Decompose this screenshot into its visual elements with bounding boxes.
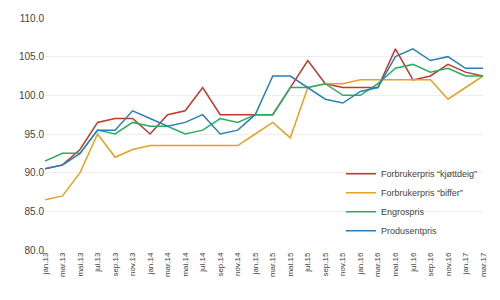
svg-text:95.0: 95.0 [25,129,45,140]
svg-text:jan.15: jan.15 [251,252,260,275]
svg-text:80.0: 80.0 [25,245,45,256]
svg-text:jul.15: jul.15 [303,252,312,273]
svg-text:jul.13: jul.13 [93,252,102,273]
svg-text:mai.13: mai.13 [76,252,85,277]
svg-text:sep.13: sep.13 [111,252,120,277]
svg-text:sep.15: sep.15 [321,252,330,277]
svg-text:jan.13: jan.13 [41,252,50,275]
svg-text:nov.14: nov.14 [233,252,242,276]
svg-text:100.0: 100.0 [19,90,44,101]
svg-text:sep.14: sep.14 [216,252,225,277]
svg-text:mar.14: mar.14 [163,252,172,277]
svg-text:110.0: 110.0 [20,13,45,24]
svg-text:mai.14: mai.14 [181,252,190,277]
svg-text:mar.13: mar.13 [58,252,67,277]
svg-text:105.0: 105.0 [19,51,44,62]
svg-text:jan.14: jan.14 [146,252,155,275]
svg-text:sep.16: sep.16 [426,252,435,277]
svg-text:jan.16: jan.16 [356,252,365,275]
svg-text:jul.14: jul.14 [198,252,207,273]
svg-text:nov.13: nov.13 [128,252,137,276]
svg-text:mai.16: mai.16 [391,252,400,277]
svg-text:85.0: 85.0 [25,206,45,217]
svg-text:Forbrukerpris “biffer”: Forbrukerpris “biffer” [381,188,463,198]
svg-text:jan.17: jan.17 [461,252,470,275]
svg-text:mai.15: mai.15 [286,252,295,277]
svg-text:90.0: 90.0 [25,167,45,178]
svg-text:Produsentpris: Produsentpris [381,226,437,236]
svg-text:Forbrukerpris “kjøttdeig”: Forbrukerpris “kjøttdeig” [381,169,477,179]
svg-text:mar.15: mar.15 [268,252,277,277]
svg-text:nov.16: nov.16 [444,252,453,276]
svg-text:nov.15: nov.15 [338,252,347,276]
svg-text:mar.17: mar.17 [479,252,488,277]
svg-text:jul.16: jul.16 [409,252,418,273]
svg-text:mar.16: mar.16 [373,252,382,277]
svg-text:Engrospris: Engrospris [381,207,425,217]
